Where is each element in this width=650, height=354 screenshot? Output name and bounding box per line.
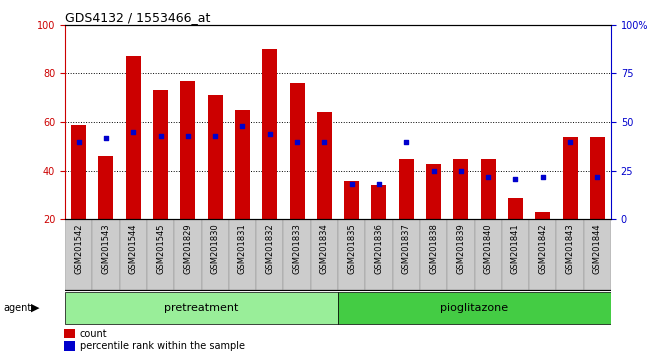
Text: pretreatment: pretreatment [164,303,239,313]
Bar [317,113,332,219]
Bar [556,219,584,290]
Point [456,168,466,173]
Text: GSM201838: GSM201838 [429,223,438,274]
Bar [453,159,469,219]
Text: GDS4132 / 1553466_at: GDS4132 / 1553466_at [65,11,211,24]
Point [292,139,302,144]
Point [565,139,575,144]
Text: GSM201844: GSM201844 [593,223,602,274]
Bar [338,292,611,324]
Point [319,139,330,144]
Text: GSM201830: GSM201830 [211,223,220,274]
Point [483,174,493,179]
Text: GSM201841: GSM201841 [511,223,520,274]
Bar [535,212,551,219]
Bar [502,219,529,290]
Point [73,139,84,144]
Bar [426,164,441,219]
Text: GSM201542: GSM201542 [74,223,83,274]
Bar [147,219,174,290]
Text: ▶: ▶ [31,303,40,313]
Bar [120,219,147,290]
Text: GSM201544: GSM201544 [129,223,138,274]
Text: pioglitazone: pioglitazone [441,303,508,313]
Text: GSM201834: GSM201834 [320,223,329,274]
Point [510,176,521,181]
Bar [64,329,75,338]
Point [346,182,357,187]
Point [183,133,193,138]
Text: GSM201842: GSM201842 [538,223,547,274]
Bar [447,219,474,290]
Bar [371,185,387,219]
Text: GSM201545: GSM201545 [156,223,165,274]
Point [237,123,248,129]
Text: GSM201840: GSM201840 [484,223,493,274]
Bar [180,81,196,219]
Point [265,131,275,137]
Text: GSM201839: GSM201839 [456,223,465,274]
Text: count: count [80,329,107,339]
Bar [98,156,114,219]
Text: GSM201829: GSM201829 [183,223,192,274]
Bar [344,181,359,219]
Point [428,168,439,173]
Bar [584,219,611,290]
Point [155,133,166,138]
Bar [262,49,278,219]
Bar [508,198,523,219]
Text: agent: agent [3,303,31,313]
Text: GSM201832: GSM201832 [265,223,274,274]
Point [128,129,138,135]
Bar [474,219,502,290]
Text: GSM201831: GSM201831 [238,223,247,274]
Bar [480,159,496,219]
Point [401,139,411,144]
Bar [229,219,256,290]
Point [210,133,220,138]
Bar [64,341,75,351]
Text: GSM201835: GSM201835 [347,223,356,274]
Text: GSM201837: GSM201837 [402,223,411,274]
Bar [283,219,311,290]
Point [101,135,111,141]
Text: GSM201543: GSM201543 [101,223,111,274]
Bar [207,95,223,219]
Bar [125,56,141,219]
Bar [311,219,338,290]
Bar [174,219,202,290]
Bar [529,219,556,290]
Bar [365,219,393,290]
Bar [235,110,250,219]
Bar [562,137,578,219]
Bar [65,219,92,290]
Bar [289,83,305,219]
Point [374,182,384,187]
Text: GSM201833: GSM201833 [292,223,302,274]
Bar [338,219,365,290]
Text: GSM201843: GSM201843 [566,223,575,274]
Bar [420,219,447,290]
Point [592,174,603,179]
Bar [590,137,605,219]
Point [538,174,548,179]
Bar [398,159,414,219]
Bar [71,125,86,219]
Bar [153,91,168,219]
Bar [202,219,229,290]
Text: percentile rank within the sample: percentile rank within the sample [80,341,245,352]
Text: GSM201836: GSM201836 [374,223,384,274]
Bar [393,219,420,290]
Bar [65,292,338,324]
Bar [256,219,283,290]
Bar [92,219,120,290]
